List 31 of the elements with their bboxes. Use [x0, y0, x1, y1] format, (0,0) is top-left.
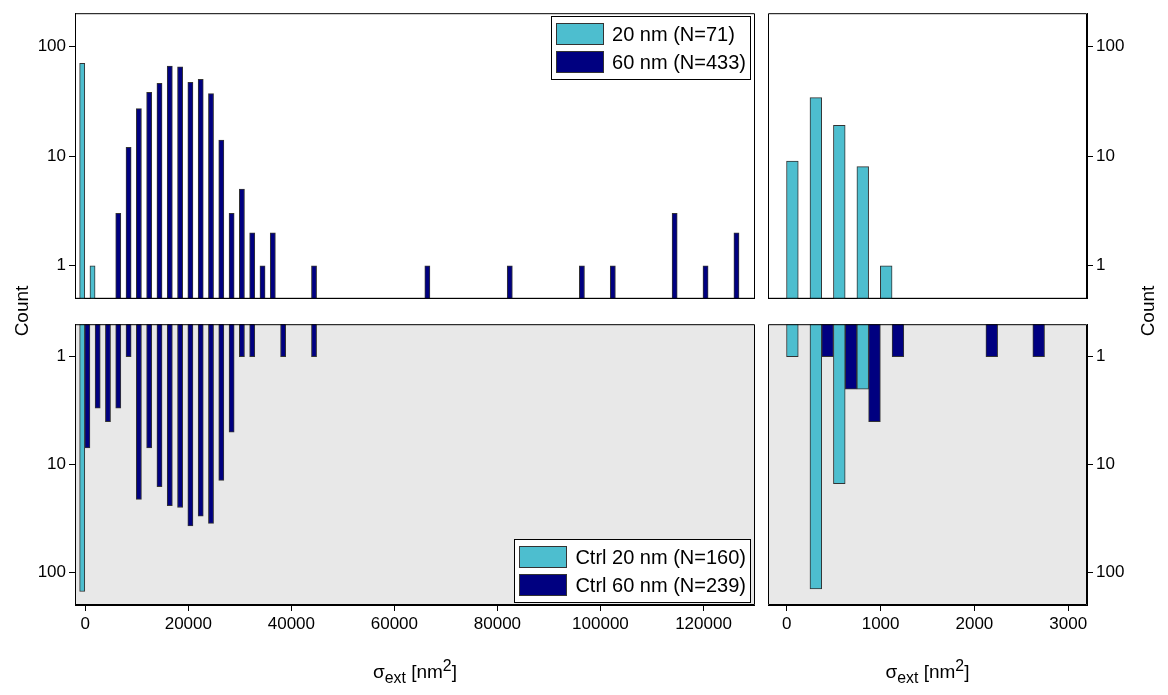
x-tick-label: 120000	[675, 613, 732, 633]
y-tick-label: 10	[47, 454, 66, 474]
x-tick-label: 2000	[955, 613, 994, 633]
x-axis-title: σ$_{ext}$ [nm$^{2}$]	[373, 657, 457, 688]
y-axis-title: Count	[11, 285, 33, 337]
y-tick-label: 10	[1096, 145, 1115, 165]
y-tick-label: 100	[37, 35, 66, 55]
x-tick-label: 100000	[572, 613, 629, 633]
x-tick-label: 80000	[473, 613, 522, 633]
x-tick-label: 3000	[1049, 613, 1088, 633]
y-tick-label: 1	[1096, 346, 1106, 366]
y-tick-label: 1	[56, 346, 66, 366]
legend-label: Ctrl 20 nm (N=160)	[575, 545, 746, 570]
y-tick-label: 100	[1096, 35, 1125, 55]
legend-label: 60 nm (N=433)	[612, 50, 746, 75]
x-tick-label: 0	[782, 613, 792, 633]
x-axis-title: σ$_{ext}$ [nm$^{2}$]	[885, 657, 970, 688]
x-tick-label: 20000	[164, 613, 212, 633]
y-tick-label: 1	[56, 255, 66, 275]
y-tick-label: 10	[47, 145, 66, 165]
x-tick-label: 40000	[267, 613, 315, 633]
legend-label: 20 nm (N=71)	[612, 22, 735, 47]
x-tick-label: 60000	[370, 613, 419, 633]
x-tick-label: 1000	[861, 613, 900, 633]
y-tick-label: 100	[37, 562, 66, 582]
y-tick-label: 10	[1096, 454, 1115, 474]
y-tick-label: 100	[1096, 562, 1125, 582]
legend-label: Ctrl 60 nm (N=239)	[575, 573, 746, 598]
x-tick-label: 0	[80, 613, 91, 633]
y-tick-label: 1	[1096, 255, 1106, 275]
y-axis-title: Count	[1137, 285, 1159, 337]
